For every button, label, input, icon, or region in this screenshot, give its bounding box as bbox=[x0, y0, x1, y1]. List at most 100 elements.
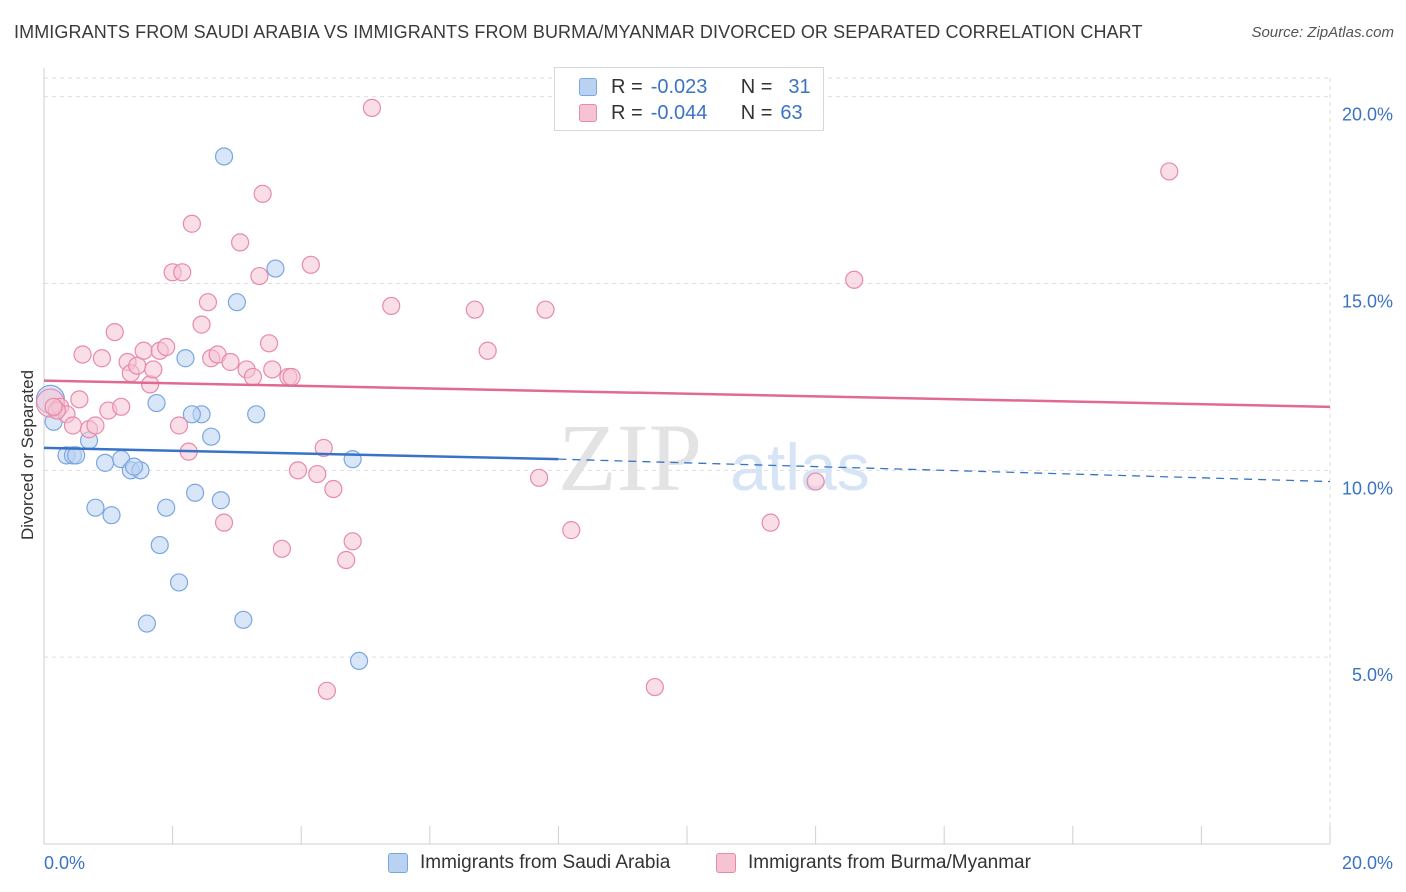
point-burma bbox=[314, 438, 333, 458]
trend-line-burma bbox=[43, 379, 1331, 409]
point-saudi bbox=[186, 483, 205, 502]
legend-r-label: R = bbox=[611, 101, 643, 124]
point-burma bbox=[645, 677, 664, 697]
point-burma bbox=[324, 479, 343, 499]
y-tick-label: 15.0% bbox=[1342, 292, 1393, 312]
series-label-burma: Immigrants from Burma/Myanmar bbox=[748, 852, 1031, 873]
legend-n-label: N = bbox=[740, 75, 773, 98]
trend-line-saudi bbox=[43, 446, 559, 461]
point-saudi bbox=[102, 506, 121, 525]
series-swatch-saudi bbox=[388, 853, 408, 873]
correlation-legend: R = -0.023 N = 31 R = -0.044 N = 63 bbox=[554, 67, 824, 131]
point-saudi bbox=[86, 498, 105, 517]
point-burma bbox=[530, 468, 549, 487]
point-burma bbox=[134, 341, 153, 360]
y-tick-label: 20.0% bbox=[1342, 105, 1393, 125]
legend-swatch-burma bbox=[579, 104, 597, 122]
point-burma bbox=[73, 345, 92, 364]
point-burma bbox=[301, 255, 320, 274]
point-burma bbox=[63, 416, 83, 435]
point-burma bbox=[105, 322, 124, 342]
x-tick-label: 0.0% bbox=[44, 853, 85, 873]
point-saudi bbox=[157, 498, 176, 517]
point-burma bbox=[221, 352, 240, 372]
point-saudi bbox=[95, 453, 115, 472]
point-saudi bbox=[234, 610, 253, 629]
legend-r-value: -0.044 bbox=[650, 101, 708, 124]
legend-row-saudi: R = -0.023 N = 31 bbox=[579, 74, 811, 100]
axes bbox=[43, 68, 1331, 845]
legend-r-label: R = bbox=[611, 75, 643, 98]
y-tick-labels: 5.0% 10.0% 15.0% 20.0% bbox=[1342, 105, 1393, 685]
point-burma bbox=[157, 337, 176, 357]
point-burma bbox=[192, 315, 211, 334]
point-burma bbox=[243, 367, 263, 387]
point-burma bbox=[343, 532, 362, 551]
point-burma bbox=[362, 98, 382, 117]
point-saudi bbox=[247, 405, 266, 424]
point-burma bbox=[806, 472, 825, 491]
chart-title: IMMIGRANTS FROM SAUDI ARABIA VS IMMIGRAN… bbox=[14, 22, 1143, 42]
point-burma bbox=[173, 263, 192, 282]
point-burma bbox=[845, 270, 864, 289]
source-label: Source: ZipAtlas.com bbox=[1251, 24, 1394, 41]
y-tick-label: 5.0% bbox=[1352, 665, 1393, 685]
point-burma bbox=[182, 214, 201, 233]
point-burma bbox=[478, 341, 497, 360]
legend-n-value: 31 bbox=[788, 75, 811, 98]
point-saudi bbox=[202, 427, 221, 446]
y-tick-label: 10.0% bbox=[1342, 478, 1393, 498]
series-legend-burma: Immigrants from Burma/Myanmar bbox=[716, 852, 1031, 874]
point-burma bbox=[259, 334, 279, 353]
point-burma bbox=[1160, 162, 1179, 181]
point-burma bbox=[92, 349, 111, 368]
x-tick-label: 20.0% bbox=[1342, 853, 1393, 873]
point-burma bbox=[562, 521, 581, 540]
point-burma bbox=[263, 360, 282, 379]
point-burma bbox=[465, 300, 484, 319]
point-burma bbox=[250, 266, 269, 286]
legend-row-burma: R = -0.044 N = 63 bbox=[579, 100, 803, 126]
point-burma bbox=[536, 300, 555, 319]
point-saudi bbox=[349, 651, 369, 671]
point-burma bbox=[288, 461, 308, 480]
point-burma bbox=[86, 416, 105, 435]
point-burma bbox=[169, 416, 189, 435]
point-burma bbox=[308, 464, 327, 484]
point-burma bbox=[44, 397, 63, 416]
point-saudi bbox=[150, 535, 169, 555]
point-burma bbox=[272, 539, 292, 558]
point-saudi bbox=[147, 393, 166, 413]
point-burma bbox=[337, 550, 356, 570]
series-label-saudi: Immigrants from Saudi Arabia bbox=[420, 852, 671, 873]
point-saudi bbox=[211, 491, 230, 510]
y-axis-label: Divorced or Separated bbox=[18, 369, 37, 541]
series-legend: Immigrants from Saudi Arabia Immigrants … bbox=[0, 852, 1406, 878]
point-burma bbox=[317, 681, 337, 700]
scatter-points bbox=[35, 98, 1179, 700]
point-burma bbox=[144, 360, 163, 379]
point-saudi bbox=[169, 573, 189, 592]
point-saudi bbox=[266, 259, 285, 278]
point-burma bbox=[198, 293, 218, 312]
point-saudi bbox=[67, 446, 86, 465]
point-saudi bbox=[176, 349, 195, 368]
trend-line-saudi-extension bbox=[558, 458, 1331, 483]
point-saudi bbox=[343, 450, 362, 469]
point-saudi bbox=[227, 293, 246, 312]
point-burma bbox=[140, 375, 160, 394]
legend-swatch-saudi bbox=[579, 78, 597, 96]
point-saudi bbox=[137, 614, 156, 633]
series-legend-saudi: Immigrants from Saudi Arabia bbox=[388, 852, 670, 874]
watermark-zip: ZIP bbox=[558, 404, 702, 511]
point-saudi bbox=[214, 147, 234, 166]
trend-lines bbox=[43, 379, 1331, 483]
legend-n-value: 63 bbox=[780, 101, 803, 124]
point-saudi bbox=[182, 405, 201, 424]
point-burma bbox=[70, 390, 89, 409]
point-burma bbox=[112, 397, 131, 416]
point-saudi bbox=[124, 457, 144, 476]
point-burma bbox=[382, 296, 401, 316]
watermark-atlas: atlas bbox=[730, 430, 869, 504]
